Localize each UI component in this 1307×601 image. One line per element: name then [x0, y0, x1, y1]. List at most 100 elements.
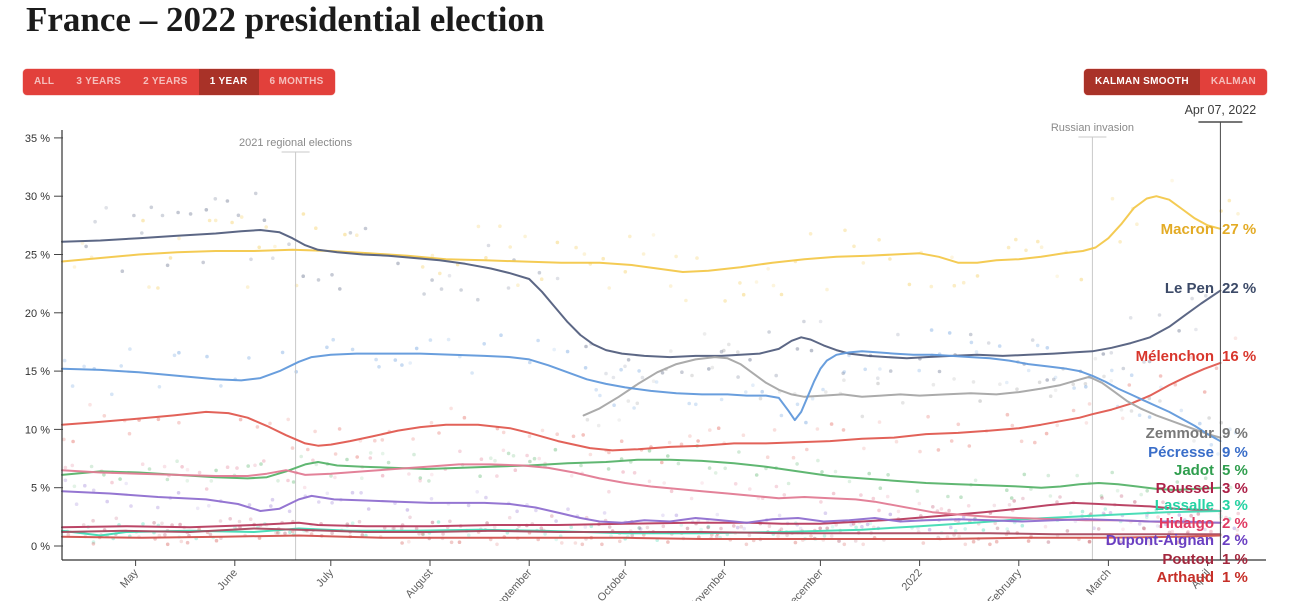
- poll-dot: [427, 479, 431, 483]
- poll-dot: [1133, 500, 1137, 504]
- poll-dot: [1029, 487, 1033, 491]
- poll-dot: [163, 533, 167, 537]
- poll-dot: [140, 462, 145, 467]
- poll-dot: [1037, 380, 1042, 385]
- poll-dot: [878, 367, 882, 371]
- poll-dot: [931, 505, 935, 509]
- poll-dot: [127, 431, 132, 436]
- poll-dot: [63, 465, 68, 470]
- series-line-roussel: [61, 501, 1222, 529]
- candidate-name-lassalle: Lassalle: [1155, 497, 1214, 514]
- poll-dot: [449, 540, 454, 545]
- poll-dot: [1121, 366, 1126, 371]
- poll-dot: [821, 387, 825, 392]
- x-tick-label: August: [403, 567, 435, 600]
- poll-dot: [716, 426, 721, 431]
- poll-dot: [1045, 346, 1050, 350]
- poll-dot: [511, 454, 516, 458]
- poll-dot: [486, 243, 491, 248]
- y-tick-label: 20 %: [25, 308, 50, 320]
- poll-dot: [554, 519, 558, 523]
- x-tick-label: May: [118, 567, 141, 591]
- poll-dot: [588, 452, 593, 457]
- poll-dot: [748, 358, 752, 362]
- range-button-1-year[interactable]: 1 YEAR: [198, 69, 259, 95]
- model-button-kalman-smooth[interactable]: KALMAN SMOOTH: [1083, 69, 1200, 95]
- poll-dot: [777, 513, 782, 518]
- poll-dot: [798, 526, 803, 531]
- range-button-all[interactable]: ALL: [34, 76, 55, 87]
- range-button-2-years[interactable]: 2 YEARS: [143, 76, 188, 87]
- range-button-3-years[interactable]: 3 YEARS: [76, 76, 122, 87]
- poll-dot: [637, 369, 641, 373]
- series-line-le-pen: [61, 229, 1222, 360]
- poll-dot: [225, 465, 230, 470]
- poll-dot: [1087, 539, 1092, 544]
- poll-dot: [661, 524, 666, 529]
- poll-dot: [1154, 508, 1159, 512]
- poll-dot: [732, 524, 736, 528]
- model-button-group: KALMAN SMOOTH KALMAN: [1083, 69, 1267, 95]
- poll-dot: [527, 434, 532, 439]
- poll-dot: [247, 356, 251, 360]
- poll-dot: [715, 512, 720, 517]
- poll-dot: [470, 371, 474, 375]
- poll-dot: [104, 206, 108, 210]
- candidate-value-zemmour: 9 %: [1222, 425, 1248, 442]
- poll-dot: [179, 539, 184, 544]
- poll-dot: [809, 534, 813, 538]
- poll-dot: [380, 473, 385, 478]
- poll-dot: [1147, 396, 1152, 401]
- poll-dot: [237, 519, 242, 524]
- poll-dot: [81, 523, 86, 527]
- poll-dot: [430, 278, 434, 282]
- poll-dot: [228, 517, 232, 521]
- poll-dot: [246, 464, 250, 468]
- poll-dot: [779, 292, 784, 297]
- poll-dot: [779, 413, 784, 418]
- poll-dot: [816, 458, 820, 463]
- poll-dot: [708, 428, 712, 432]
- poll-dot: [414, 526, 419, 531]
- poll-dot: [888, 512, 893, 517]
- poll-dot: [368, 451, 373, 455]
- candidate-name-poutou: Poutou: [1162, 551, 1214, 568]
- poll-dot: [760, 389, 764, 394]
- poll-dot: [744, 390, 748, 394]
- poll-dot: [1236, 212, 1240, 216]
- poll-dot: [1158, 524, 1163, 529]
- poll-dot: [1109, 351, 1114, 355]
- poll-dot: [1180, 525, 1185, 530]
- poll-dot: [947, 331, 952, 335]
- poll-dot: [498, 224, 502, 228]
- poll-dot: [1069, 511, 1073, 515]
- poll-dot: [818, 319, 823, 324]
- series-line-zemmour: [582, 356, 1222, 439]
- poll-dot: [458, 449, 462, 454]
- poll-dot: [429, 420, 434, 425]
- poll-dot: [1224, 515, 1228, 520]
- poll-dot: [1033, 440, 1037, 445]
- poll-dot: [66, 532, 71, 537]
- y-tick-label: 5 %: [31, 483, 50, 495]
- poll-dot: [795, 402, 800, 407]
- poll-dot: [493, 458, 497, 463]
- poll-dot: [71, 439, 75, 444]
- range-button-6-months[interactable]: 6 MONTHS: [269, 76, 324, 87]
- x-tick-label: February: [986, 567, 1025, 601]
- poll-dot: [418, 476, 423, 480]
- poll-dot: [1119, 408, 1124, 412]
- candidate-value-hidalgo: 2 %: [1222, 515, 1248, 532]
- poll-dot: [1022, 472, 1027, 477]
- poll-dot: [337, 427, 342, 431]
- poll-dot: [1083, 382, 1088, 386]
- poll-dot: [400, 541, 404, 545]
- poll-dot: [860, 414, 865, 419]
- poll-dot: [528, 360, 532, 365]
- poll-dot: [1071, 382, 1075, 387]
- poll-dot: [819, 500, 823, 504]
- model-button-kalman[interactable]: KALMAN: [1210, 76, 1256, 87]
- poll-dot: [888, 257, 892, 261]
- poll-dot: [722, 348, 726, 353]
